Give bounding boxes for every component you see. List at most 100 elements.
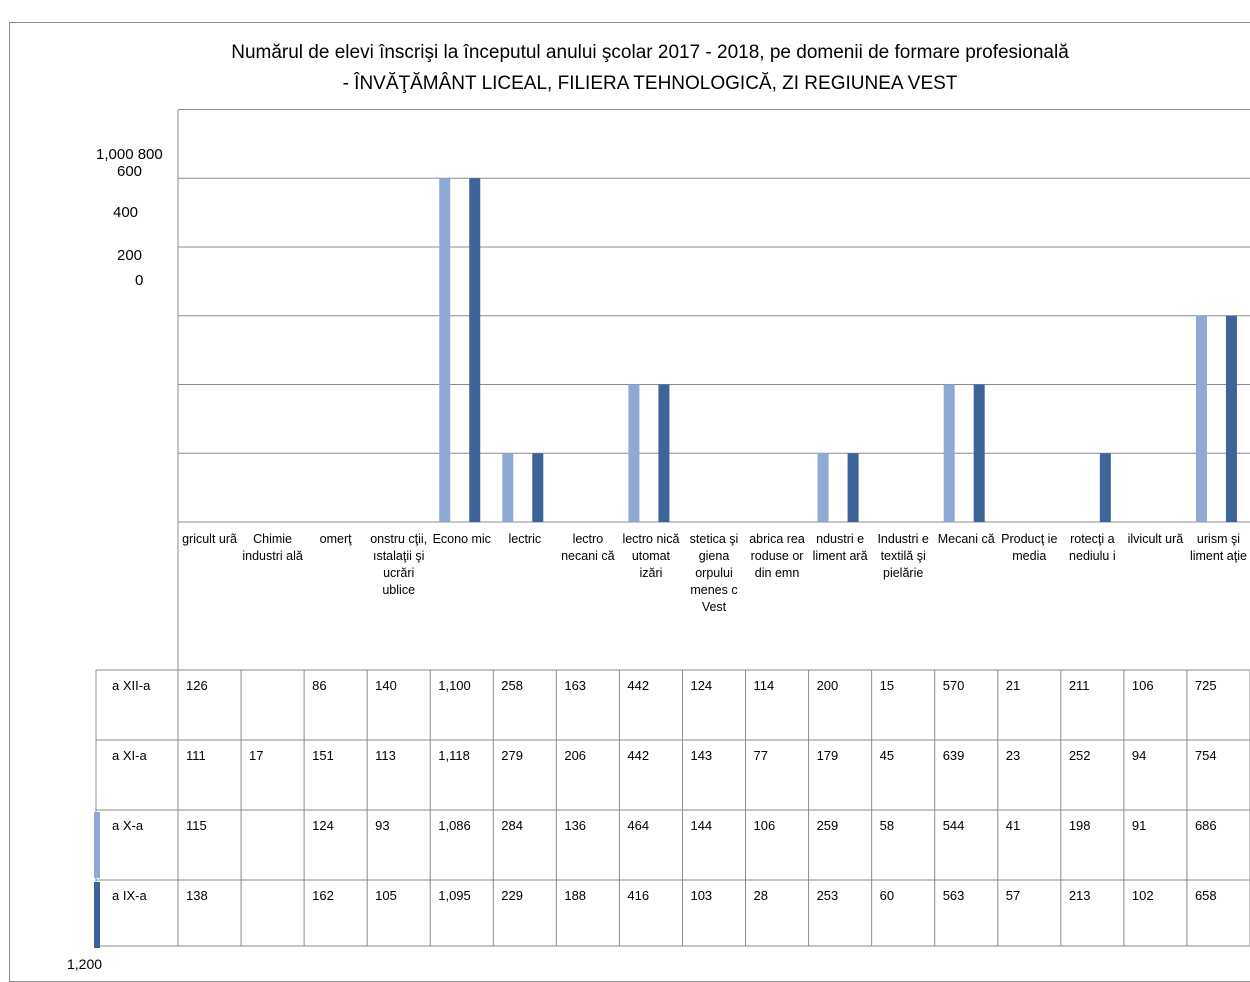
table-cell: 1,095: [438, 888, 471, 903]
bar: [658, 384, 670, 522]
table-cell: 570: [942, 678, 965, 693]
table-cell: 229: [501, 888, 523, 903]
y-tick-label: 0: [135, 272, 144, 289]
table-cell: 163: [564, 678, 587, 693]
table-row-label: a XI-a: [112, 748, 147, 763]
category-label: stetica şi giena orpului menes c Vest: [689, 532, 739, 614]
legend-key: [94, 882, 100, 948]
table-cell: 686: [1194, 818, 1217, 833]
table-cell: 253: [816, 888, 839, 903]
table-cell: 658: [1194, 888, 1217, 903]
table-cell: 162: [312, 888, 334, 903]
table-cell: 563: [942, 888, 965, 903]
table-cell: 126: [186, 678, 208, 693]
category-label: Econo mic: [432, 532, 491, 546]
table-cell: 211: [1068, 678, 1090, 693]
table-cell: 138: [186, 888, 208, 903]
y-tick-label: 400: [113, 204, 139, 221]
category-label: urism şi liment aţie: [1189, 532, 1247, 563]
category-label: lectric: [508, 532, 542, 546]
table-cell: 94: [1131, 748, 1147, 763]
chart-subtitle: - ÎNVĂŢĂMÂNT LICEAL, FILIERA TEHNOLOGICĂ…: [342, 73, 958, 94]
category-label: onstru cţii, ıstalaţii şi ucrări ublice: [370, 532, 428, 597]
table-cell: 754: [1194, 748, 1217, 763]
y-tick-label: 1,000 800: [96, 146, 163, 163]
table-cell: 105: [375, 888, 397, 903]
table-cell: 124: [312, 818, 334, 833]
table-cell: 21: [1005, 678, 1021, 693]
table-cell: 1,118: [438, 748, 470, 763]
table-cell: 140: [375, 678, 397, 693]
table-cell: 544: [942, 818, 965, 833]
category-label: Producţ ie media: [1001, 532, 1058, 563]
table-cell: 106: [753, 818, 776, 833]
table-cell: 279: [501, 748, 523, 763]
bar: [817, 453, 829, 522]
table-cell: 200: [816, 678, 839, 693]
table-cell: 1,086: [438, 818, 471, 833]
category-label: Chimie industri ală: [242, 532, 303, 563]
bar: [1195, 315, 1207, 522]
category-label: Mecani că: [937, 532, 995, 546]
table-cell: 442: [627, 748, 650, 763]
chart-title: Numărul de elevi înscrişi la începutul a…: [231, 42, 1069, 63]
table-cell: 198: [1068, 818, 1091, 833]
table-cell: 188: [564, 888, 587, 903]
table-row-label: a IX-a: [112, 888, 147, 903]
table-cell: 114: [753, 678, 775, 693]
table-cell: 28: [753, 888, 768, 903]
bar: [469, 178, 481, 522]
table-cell: 41: [1005, 818, 1021, 833]
table-cell: 15: [879, 678, 895, 693]
bar: [628, 384, 640, 522]
bar: [943, 384, 955, 522]
table-cell: 258: [501, 678, 523, 693]
table-cell: 102: [1131, 888, 1154, 903]
table-cell: 136: [564, 818, 587, 833]
bar: [439, 178, 451, 522]
bar: [847, 453, 859, 522]
table-cell: 124: [690, 678, 713, 693]
bar: [973, 384, 985, 522]
table-cell: 179: [816, 748, 839, 763]
table-cell: 252: [1068, 748, 1091, 763]
table-cell: 17: [249, 748, 264, 763]
category-label: ndustri e liment ară: [812, 532, 868, 563]
table-cell: 86: [312, 678, 327, 693]
table-cell: 91: [1131, 818, 1147, 833]
category-label: Industri e textilă şi pielărie: [877, 532, 929, 580]
bar: [1225, 315, 1237, 522]
table-cell: 115: [186, 818, 207, 833]
table-cell: 213: [1068, 888, 1091, 903]
table-cell: 206: [564, 748, 587, 763]
category-label: ilvicult ură: [1127, 532, 1184, 546]
table-cell: 725: [1194, 678, 1217, 693]
table-cell: 103: [690, 888, 713, 903]
table-row-label: a X-a: [112, 818, 144, 833]
table-cell: 284: [501, 818, 523, 833]
table-cell: 639: [942, 748, 965, 763]
table-cell: 442: [627, 678, 650, 693]
table-cell: 58: [879, 818, 895, 833]
table-cell: 45: [879, 748, 895, 763]
table-cell: 143: [690, 748, 713, 763]
table-cell: 111: [186, 748, 206, 763]
table-cell: 106: [1131, 678, 1154, 693]
category-label: gricult urã: [182, 532, 237, 546]
table-cell: 113: [375, 748, 396, 763]
table-cell: 93: [375, 818, 390, 833]
table-cell: 57: [1005, 888, 1021, 903]
table-cell: 464: [627, 818, 650, 833]
category-label: lectro nică utomat izări: [622, 532, 680, 580]
table-cell: 23: [1005, 748, 1021, 763]
table-cell: 1,100: [438, 678, 471, 693]
bar: [532, 453, 544, 522]
table-cell: 151: [312, 748, 334, 763]
table-row-label: a XII-a: [112, 678, 151, 693]
table-cell: 259: [816, 818, 839, 833]
category-label: omerţ: [319, 532, 352, 546]
table-cell: 144: [690, 818, 713, 833]
bar: [502, 453, 514, 522]
table-cell: 416: [627, 888, 650, 903]
